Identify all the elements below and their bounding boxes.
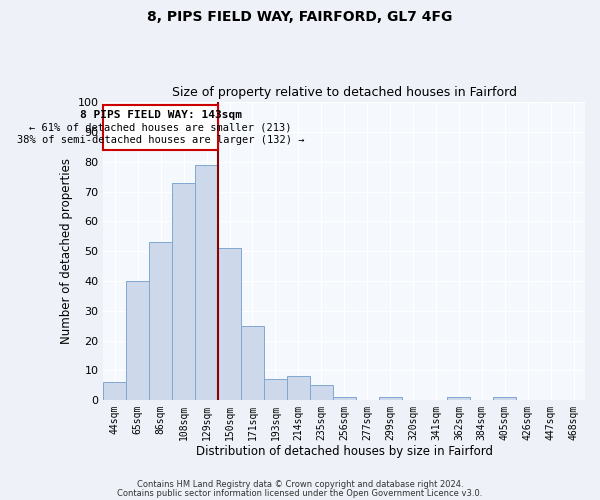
Bar — [103, 382, 127, 400]
Bar — [241, 326, 264, 400]
Bar — [287, 376, 310, 400]
Bar — [195, 164, 218, 400]
X-axis label: Distribution of detached houses by size in Fairford: Distribution of detached houses by size … — [196, 444, 493, 458]
Bar — [333, 397, 356, 400]
Bar — [149, 242, 172, 400]
Text: Contains HM Land Registry data © Crown copyright and database right 2024.: Contains HM Land Registry data © Crown c… — [137, 480, 463, 489]
Text: Contains public sector information licensed under the Open Government Licence v3: Contains public sector information licen… — [118, 489, 482, 498]
Text: ← 61% of detached houses are smaller (213): ← 61% of detached houses are smaller (21… — [29, 122, 292, 132]
Text: 38% of semi-detached houses are larger (132) →: 38% of semi-detached houses are larger (… — [17, 135, 304, 145]
Bar — [127, 281, 149, 400]
Bar — [493, 397, 516, 400]
Text: 8 PIPS FIELD WAY: 143sqm: 8 PIPS FIELD WAY: 143sqm — [80, 110, 242, 120]
Bar — [218, 248, 241, 400]
Bar — [310, 386, 333, 400]
Bar — [103, 105, 218, 150]
Bar — [172, 182, 195, 400]
Title: Size of property relative to detached houses in Fairford: Size of property relative to detached ho… — [172, 86, 517, 100]
Bar — [448, 397, 470, 400]
Bar — [379, 397, 401, 400]
Y-axis label: Number of detached properties: Number of detached properties — [61, 158, 73, 344]
Bar — [264, 380, 287, 400]
Text: 8, PIPS FIELD WAY, FAIRFORD, GL7 4FG: 8, PIPS FIELD WAY, FAIRFORD, GL7 4FG — [148, 10, 452, 24]
